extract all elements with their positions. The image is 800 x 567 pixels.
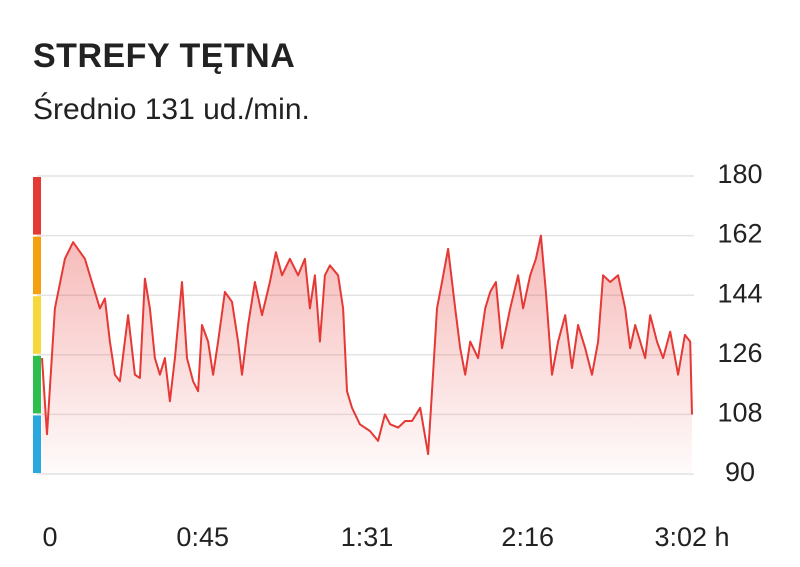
zone-segment: [33, 296, 41, 354]
area: [42, 235, 692, 474]
x-tick-label: 2:16: [501, 522, 554, 552]
line: [41, 234, 693, 456]
x-tick-label: 0: [42, 522, 57, 552]
x-tick-label: 3:02 h: [654, 522, 729, 552]
chart-subtitle: Średnio 131 ud./min.: [33, 92, 310, 126]
x-tick-label: 1:31: [341, 522, 394, 552]
y-tick-label: 108: [717, 398, 762, 428]
y-tick-label: 144: [717, 278, 762, 308]
y-tick-label: 90: [725, 457, 755, 487]
zone-segment: [33, 236, 41, 295]
y-tick-label: 126: [717, 338, 762, 368]
zone-segment: [33, 355, 41, 414]
zone-segment: [33, 177, 41, 235]
chart-title: STREFY TĘTNA: [33, 37, 295, 75]
y-tick-label: 162: [717, 219, 762, 249]
zone-segment: [33, 415, 41, 473]
y-tick-label: 180: [717, 159, 762, 189]
x-tick-label: 0:45: [176, 522, 229, 552]
